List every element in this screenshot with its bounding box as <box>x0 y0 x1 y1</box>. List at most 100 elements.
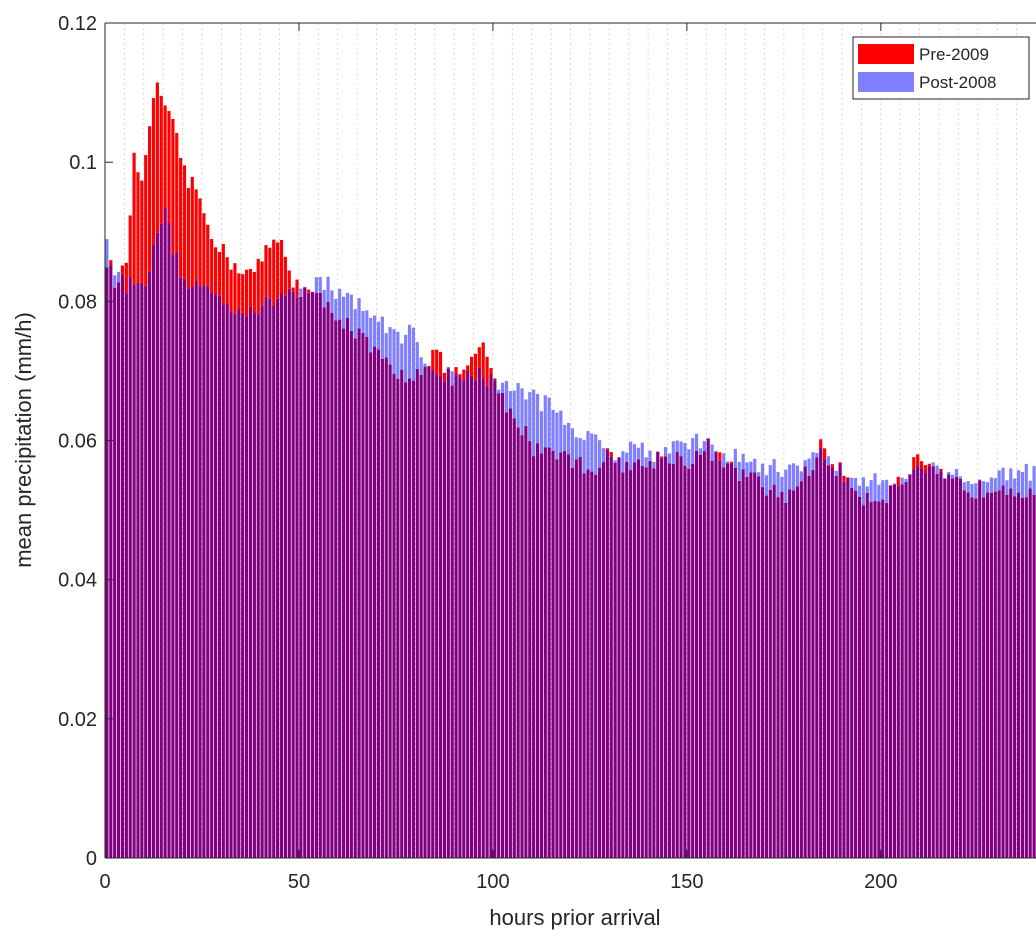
bar-overlap <box>559 452 562 858</box>
bar-post-2008 <box>683 443 686 465</box>
bar-pre-2009 <box>454 367 457 375</box>
bar-overlap <box>679 456 682 858</box>
x-tick-label: 100 <box>476 871 509 893</box>
bar-overlap <box>113 288 116 858</box>
bar-post-2008 <box>579 438 582 457</box>
bar-overlap <box>757 476 760 858</box>
bar-overlap <box>171 254 174 858</box>
bar-pre-2009 <box>458 374 461 376</box>
bar-pre-2009 <box>839 462 842 464</box>
bar-overlap <box>625 462 628 858</box>
bar-overlap <box>509 409 512 858</box>
bar-overlap <box>140 283 143 858</box>
bar-overlap <box>998 490 1001 858</box>
bar-post-2008 <box>974 483 977 498</box>
x-tick-label: 200 <box>864 871 897 893</box>
bar-overlap <box>780 492 783 858</box>
bar-overlap <box>866 493 869 858</box>
bar-post-2008 <box>423 364 426 367</box>
bar-post-2008 <box>784 470 787 503</box>
bar-overlap <box>831 467 834 858</box>
bar-post-2008 <box>614 460 617 463</box>
bar-overlap <box>350 331 353 858</box>
bar-overlap <box>439 375 442 858</box>
bar-overlap <box>1032 495 1035 858</box>
bar-post-2008 <box>633 444 636 462</box>
bar-overlap <box>486 386 489 858</box>
bar-overlap <box>326 302 329 858</box>
bar-pre-2009 <box>156 82 159 232</box>
bar-post-2008 <box>350 295 353 331</box>
bar-overlap <box>714 452 717 858</box>
bar-overlap <box>264 296 267 858</box>
bar-overlap <box>870 502 873 858</box>
bar-pre-2009 <box>261 261 264 305</box>
bar-overlap <box>970 497 973 858</box>
bar-post-2008 <box>373 315 376 346</box>
bar-pre-2009 <box>167 111 170 223</box>
bar-overlap <box>206 286 209 858</box>
bar-overlap <box>606 450 609 858</box>
bar-pre-2009 <box>191 177 194 287</box>
bar-post-2008 <box>323 290 326 307</box>
bar-overlap <box>493 380 496 858</box>
bar-post-2008 <box>1001 468 1004 486</box>
bar-post-2008 <box>695 434 698 451</box>
bar-overlap <box>967 493 970 858</box>
bar-overlap <box>136 283 139 858</box>
bar-post-2008 <box>299 289 302 297</box>
bar-overlap <box>668 463 671 858</box>
bar-overlap <box>133 285 136 858</box>
legend-swatch-post-2008 <box>858 72 914 92</box>
bar-pre-2009 <box>462 370 465 381</box>
bar-overlap <box>827 465 830 858</box>
bar-overlap <box>451 385 454 858</box>
bar-post-2008 <box>765 475 768 495</box>
bar-overlap <box>462 380 465 858</box>
bar-pre-2009 <box>466 365 469 371</box>
bar-post-2008 <box>342 297 345 329</box>
bar-post-2008 <box>334 299 337 320</box>
bar-overlap <box>920 468 923 858</box>
bar-post-2008 <box>664 447 667 456</box>
bar-post-2008 <box>520 388 523 435</box>
bar-post-2008 <box>113 275 116 287</box>
legend-swatch-pre-2009 <box>858 44 914 64</box>
bar-overlap <box>621 472 624 858</box>
bar-overlap <box>703 451 706 858</box>
bar-overlap <box>792 490 795 858</box>
bar-overlap <box>392 374 395 858</box>
bar-overlap <box>897 486 900 858</box>
bar-overlap <box>718 461 721 858</box>
bar-post-2008 <box>990 477 993 492</box>
bar-post-2008 <box>757 472 760 476</box>
bar-overlap <box>501 393 504 858</box>
bar-pre-2009 <box>133 153 136 285</box>
bar-overlap <box>835 476 838 858</box>
bar-pre-2009 <box>206 225 209 286</box>
bar-post-2008 <box>707 438 710 439</box>
bar-pre-2009 <box>928 464 931 467</box>
bar-overlap <box>288 289 291 858</box>
bar-post-2008 <box>582 440 585 474</box>
bar-overlap <box>447 368 450 858</box>
bar-pre-2009 <box>292 288 295 292</box>
bar-overlap <box>598 468 601 858</box>
bar-overlap <box>470 376 473 858</box>
bar-overlap <box>222 305 225 858</box>
bar-post-2008 <box>676 441 679 452</box>
bar-pre-2009 <box>253 272 256 312</box>
bar-post-2008 <box>548 398 551 448</box>
bar-post-2008 <box>722 453 725 467</box>
bar-pre-2009 <box>912 457 915 469</box>
bar-overlap <box>237 308 240 858</box>
bar-post-2008 <box>773 459 776 485</box>
bar-pre-2009 <box>831 464 834 467</box>
bar-overlap <box>105 267 108 858</box>
bar-overlap <box>144 286 147 858</box>
bar-post-2008 <box>955 469 958 477</box>
bar-overlap <box>1001 485 1004 858</box>
bar-post-2008 <box>501 383 504 393</box>
bar-post-2008 <box>1009 468 1012 488</box>
bar-overlap <box>478 368 481 858</box>
